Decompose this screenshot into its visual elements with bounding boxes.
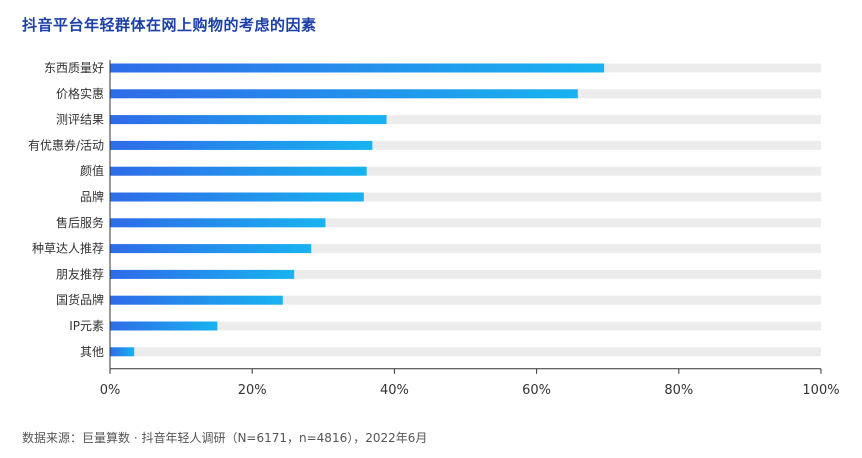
bar	[110, 166, 367, 176]
bar	[110, 192, 364, 202]
bar-track	[110, 269, 821, 279]
category-label: 其他	[80, 345, 104, 359]
category-label: 价格实惠	[56, 86, 104, 101]
bar-track	[110, 218, 821, 228]
bar	[110, 295, 283, 305]
data-source-note: 数据来源：巨量算数 · 抖音年轻人调研（N=6171，n=4816），2022年…	[22, 431, 428, 445]
category-label: 售后服务	[56, 215, 104, 230]
bar	[110, 115, 387, 125]
bar-track	[110, 115, 821, 125]
x-tick-label: 40%	[380, 383, 409, 398]
category-label: 有优惠券/活动	[28, 137, 104, 152]
category-label: 国货品牌	[56, 292, 104, 307]
category-label: 测评结果	[56, 113, 104, 127]
x-tick-label: 0%	[100, 383, 121, 398]
x-tick-label: 100%	[802, 383, 839, 398]
bar	[110, 244, 312, 254]
category-label: 种草达人推荐	[32, 242, 104, 256]
bar	[110, 321, 218, 331]
x-tick-label: 60%	[522, 383, 551, 398]
bar-track	[110, 140, 821, 150]
bar-track	[110, 347, 821, 357]
category-label: 颜值	[80, 163, 104, 178]
bar	[110, 218, 326, 228]
bar-track	[110, 321, 821, 331]
bar-track	[110, 244, 821, 254]
category-label: 朋友推荐	[56, 267, 104, 281]
category-label: 东西质量好	[44, 61, 104, 75]
bar-track	[110, 166, 821, 176]
x-tick-label: 20%	[238, 383, 267, 398]
bar	[110, 347, 135, 357]
bar-track	[110, 192, 821, 202]
bar	[110, 63, 605, 73]
bar	[110, 269, 295, 279]
category-label: 品牌	[80, 190, 104, 204]
bar	[110, 140, 373, 150]
chart-title: 抖音平台年轻群体在网上购物的考虑的因素	[22, 16, 317, 34]
category-label: IP元素	[69, 319, 104, 333]
bar	[110, 89, 578, 99]
x-tick-label: 80%	[664, 383, 693, 398]
bar-track	[110, 295, 821, 305]
